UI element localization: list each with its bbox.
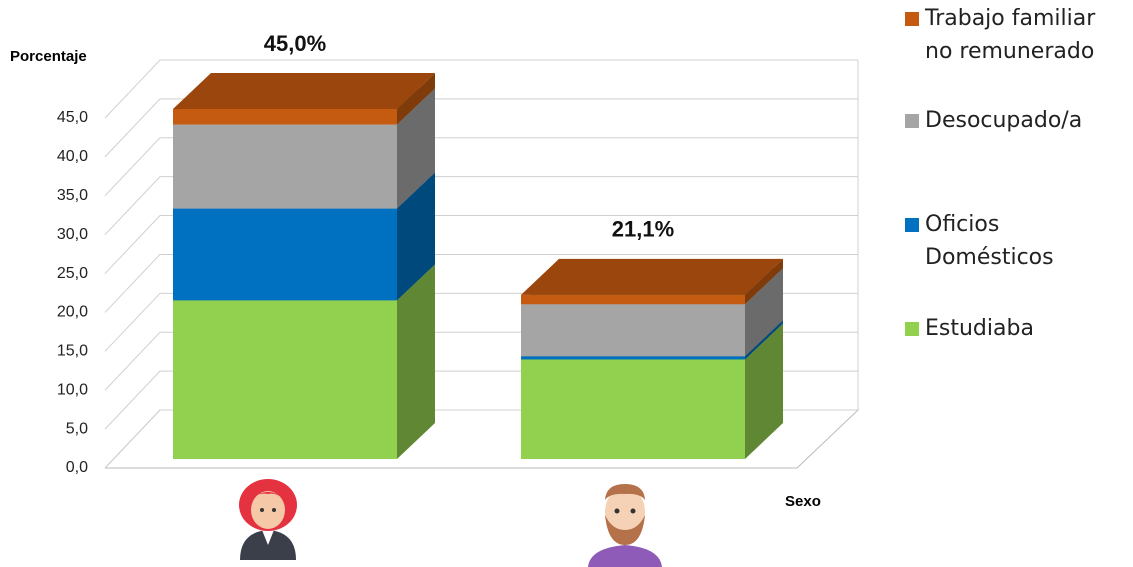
grid-line [104, 137, 858, 197]
y-tick-label: 45,0 [57, 109, 88, 126]
male-icon [588, 484, 662, 567]
y-tick-label: 10,0 [57, 381, 88, 398]
legend-label: Trabajo familiar no remunerado [925, 6, 1096, 64]
bar-front [521, 304, 745, 357]
bar-top [521, 258, 783, 295]
grid-line [104, 215, 858, 274]
bar-side [745, 268, 783, 357]
bar-side [397, 73, 435, 125]
y-tick-label: 0,0 [66, 459, 88, 476]
grid-line [104, 98, 858, 158]
y-axis-title: Porcentaje [10, 48, 87, 65]
total-label: 45,0% [264, 31, 326, 56]
total-label: 21,1% [612, 217, 674, 242]
y-tick-label: 15,0 [57, 343, 88, 360]
y-tick-label: 35,0 [57, 187, 88, 204]
y-tick-label: 25,0 [57, 265, 88, 282]
grid-line [104, 253, 858, 313]
legend-swatch [905, 114, 919, 128]
legend-label: Desocupado/a [925, 108, 1083, 133]
legend-swatch [905, 322, 919, 336]
bar-side [397, 88, 435, 209]
bar-front [173, 208, 397, 301]
bar-front [173, 109, 397, 125]
bar-side [397, 172, 435, 301]
bar-front [173, 124, 397, 209]
legend-item: Trabajo familiar no remunerado [905, 2, 1130, 68]
bar-front [521, 356, 745, 360]
legend-swatch [905, 218, 919, 232]
legend-swatch [905, 12, 919, 26]
female-icon [239, 479, 297, 560]
bar-side [745, 323, 783, 459]
legend-item: Desocupado/a [905, 104, 1130, 137]
grid-line [104, 176, 858, 236]
bar-side [745, 320, 783, 360]
legend-label: Estudiaba [925, 316, 1034, 341]
bar-front [173, 300, 397, 459]
bar-side [397, 264, 435, 459]
grid-line [104, 59, 858, 119]
legend-label: Oficios Domésticos [925, 212, 1054, 270]
bar-side [745, 258, 783, 305]
x-axis-title: Sexo [785, 493, 821, 510]
bar-front [521, 359, 745, 459]
y-tick-label: 5,0 [66, 420, 88, 437]
y-tick-label: 20,0 [57, 304, 88, 321]
legend-item: Estudiaba [905, 312, 1130, 345]
bar-front [521, 294, 745, 305]
y-tick-label: 30,0 [57, 226, 88, 243]
legend-item: Oficios Domésticos [905, 208, 1130, 274]
y-tick-label: 40,0 [57, 148, 88, 165]
bar-top [173, 73, 435, 109]
